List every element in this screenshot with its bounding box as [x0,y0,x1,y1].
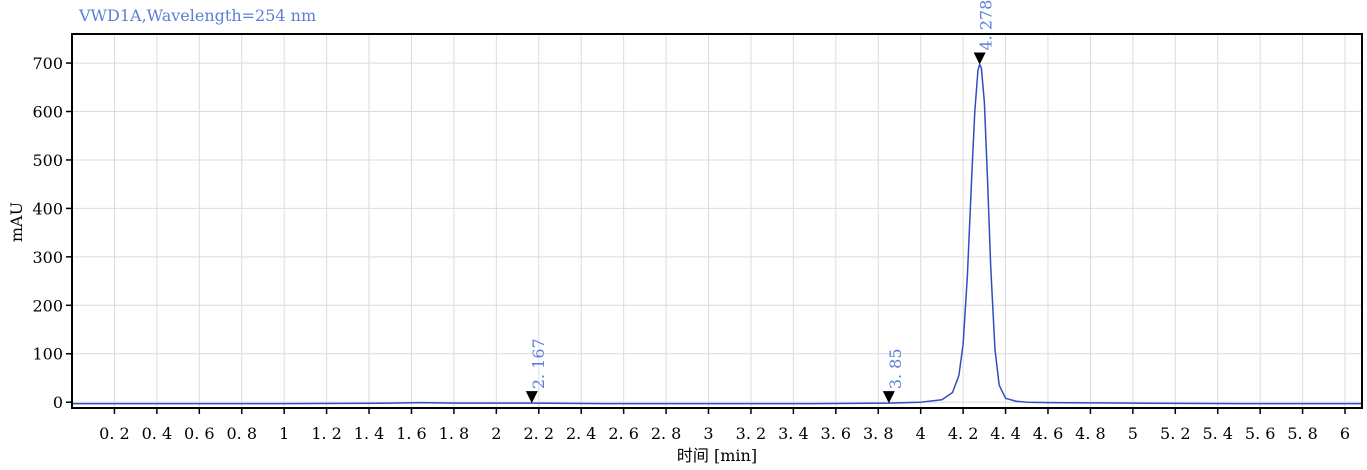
peak-label: 2. 167 [529,338,548,389]
axis-layer: 0. 2 0. 4 0. 6 0. 8 1 1. 2 1. 4 1. 6 1. 8 2 2. 2 2.… [32,54,1350,443]
peak-label: 3. 85 [886,348,905,389]
x-tick-label: 3. 6 [821,424,852,443]
x-tick-label: 3 [703,424,713,443]
x-tick-label: 3. 4 [778,424,809,443]
peak-marker [973,52,986,65]
y-tick-label: 600 [32,103,63,122]
peak-label: 4. 278 [977,0,996,51]
x-tick-label: 5 [1128,424,1138,443]
x-tick-label: 4. 2 [948,424,979,443]
x-tick-label: 5. 6 [1245,424,1276,443]
x-tick-label: 4. 4 [990,424,1021,443]
y-tick-label: 200 [32,296,63,315]
x-tick-label: 1 [279,424,289,443]
x-tick-label: 5. 4 [1202,424,1233,443]
x-tick-label: 1. 4 [354,424,385,443]
x-tick-label: 4 [916,424,926,443]
x-tick-label: 3. 8 [863,424,894,443]
y-tick-label: 0 [53,393,63,412]
x-tick-label: 2. 4 [566,424,597,443]
y-tick-label: 700 [32,54,63,73]
plot-frame [71,33,1363,409]
peak-marker-layer: 2. 167 3. 85 4. 278 [525,0,996,404]
x-tick-label: 1. 2 [311,424,342,443]
x-tick-label: 0. 2 [99,424,130,443]
x-tick-label: 4. 6 [1033,424,1064,443]
y-tick-label: 500 [32,151,63,170]
x-tick-label: 4. 8 [1075,424,1106,443]
x-tick-label: 1. 6 [396,424,427,443]
x-tick-label: 2. 8 [651,424,682,443]
y-axis-title: mAU [7,202,26,242]
signal-title: VWD1A,Wavelength=254 nm [78,6,316,25]
x-tick-label: 2 [491,424,501,443]
x-tick-label: 5. 8 [1287,424,1318,443]
x-tick-label: 0. 4 [142,424,173,443]
x-tick-label: 3. 2 [736,424,767,443]
x-tick-label: 2. 6 [608,424,639,443]
x-tick-label: 0. 6 [184,424,215,443]
signal-trace [72,63,1362,405]
grid-layer [72,34,1362,408]
peak-marker [525,391,538,404]
peak-marker [882,391,895,404]
x-tick-label: 5. 2 [1160,424,1191,443]
y-tick-label: 300 [32,248,63,267]
x-tick-label: 2. 2 [524,424,555,443]
x-tick-label: 1. 8 [439,424,470,443]
y-tick-label: 100 [32,345,63,364]
x-tick-label: 0. 8 [226,424,257,443]
x-axis-title: 时间 [min] [677,446,757,465]
plot-layer [72,63,1362,405]
y-tick-label: 400 [32,199,63,218]
x-tick-label: 6 [1340,424,1350,443]
